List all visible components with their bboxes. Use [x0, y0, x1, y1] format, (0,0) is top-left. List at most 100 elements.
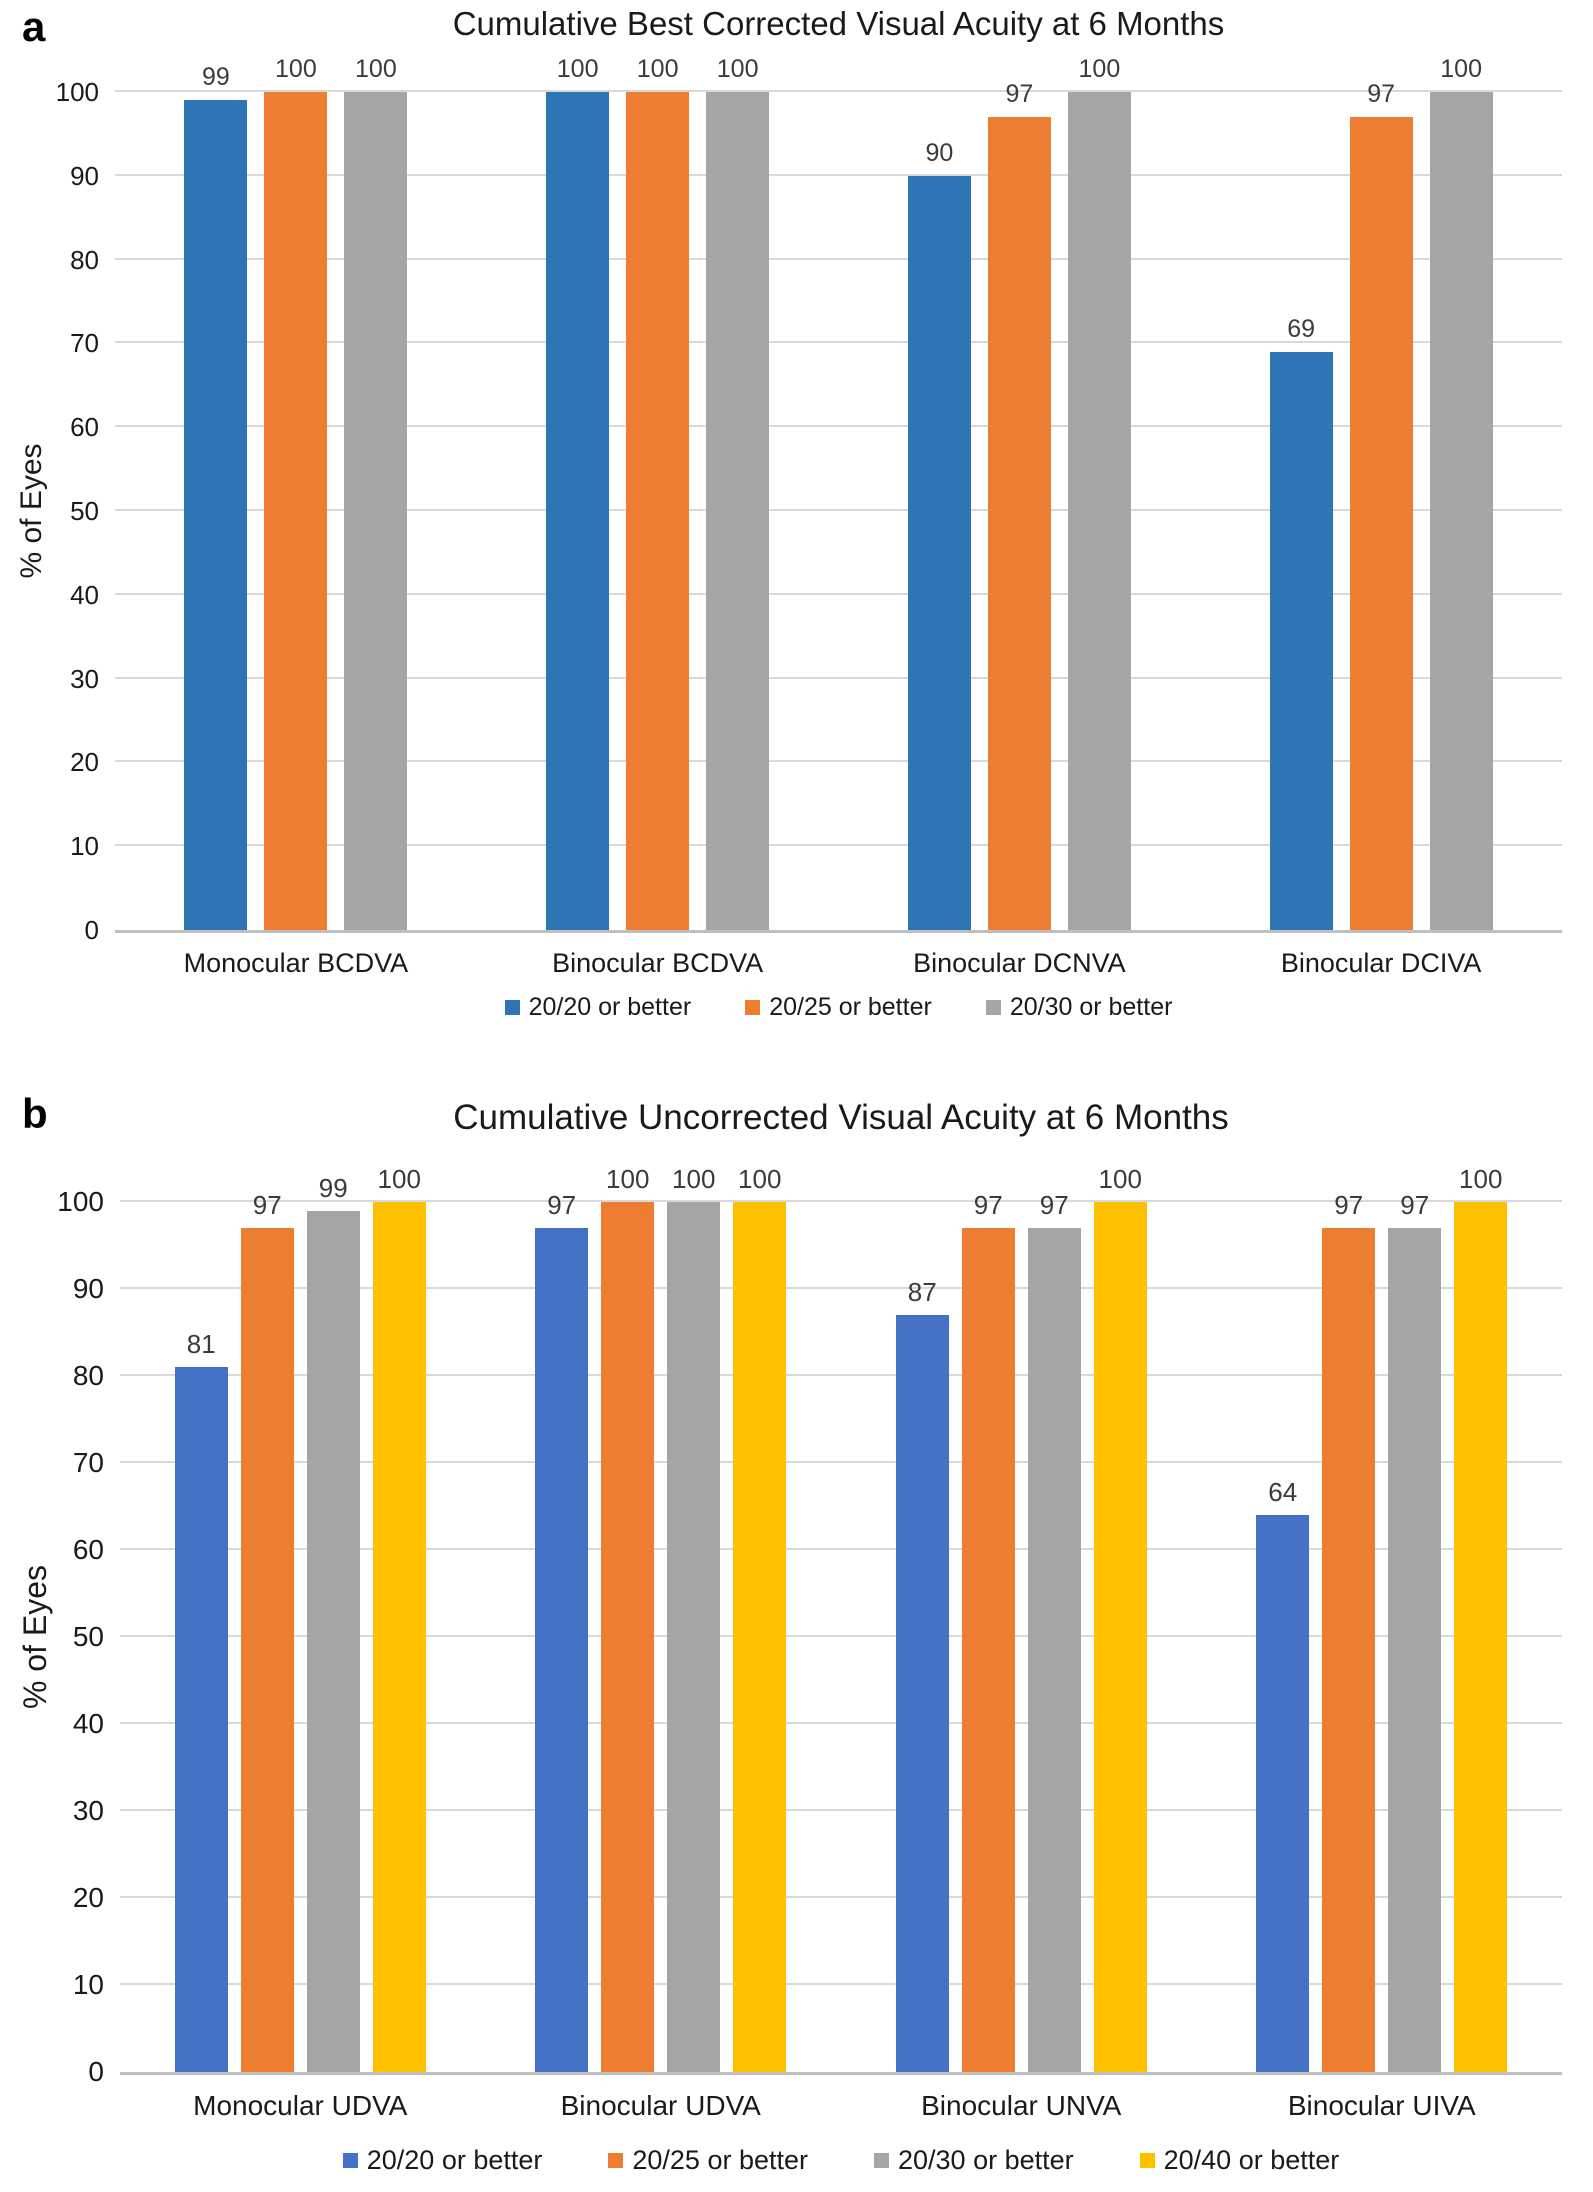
- legend-item: 20/30 or better: [985, 993, 1173, 1022]
- bar: [1429, 92, 1493, 930]
- gridline: [115, 257, 1562, 260]
- gridline: [115, 844, 1562, 847]
- y-tick-label: 50: [72, 1621, 104, 1652]
- bar: [895, 1315, 949, 2072]
- y-tick-label: 100: [55, 77, 99, 107]
- bar-value-label: 100: [606, 1164, 650, 1194]
- bar-value-label: 97: [1400, 1190, 1430, 1221]
- y-tick-label: 90: [70, 160, 99, 191]
- gridline: [115, 760, 1562, 763]
- y-tick-label: 80: [72, 1360, 104, 1391]
- bar-group: 81 97 99 100: [120, 1166, 481, 2072]
- y-tick-label: 10: [70, 831, 99, 862]
- panel-a-letter: a: [22, 3, 46, 50]
- bar-slot: 97: [1027, 1192, 1081, 2072]
- y-tick-label: 70: [72, 1447, 104, 1478]
- bar-slot: 64: [1256, 1202, 1310, 2072]
- legend-swatch: [745, 1000, 761, 1015]
- bar: [1349, 117, 1413, 930]
- gridline: [120, 1722, 1562, 1724]
- y-tick-label: 80: [70, 244, 99, 275]
- y-tick-label: 30: [72, 1795, 104, 1826]
- bar-value-label: 100: [556, 55, 599, 83]
- bar-slot: 97: [1388, 1192, 1442, 2072]
- y-tick-label: 40: [70, 579, 99, 610]
- bar: [961, 1228, 1015, 2072]
- gridline: [120, 1374, 1562, 1376]
- category-label: Binocular UNVA: [921, 2090, 1122, 2121]
- panel-a-title: Cumulative Best Corrected Visual Acuity …: [452, 5, 1225, 42]
- bar-slot: 100: [601, 1166, 655, 2072]
- y-tick-label: 30: [70, 663, 99, 694]
- bar: [546, 92, 610, 930]
- bar-slot: 97: [1322, 1192, 1376, 2072]
- legend-swatch: [504, 1000, 520, 1015]
- bar: [1388, 1228, 1442, 2072]
- y-tick-label: 0: [88, 2056, 104, 2087]
- panel-a-plot-area: % of Eyes 0 10 20 30 40 50 60 70 80 90 100 99 100 10…: [15, 57, 1562, 978]
- bar: [706, 92, 770, 930]
- bar-slot: 100: [626, 57, 690, 930]
- bar-group: 97 100 100 100: [481, 1166, 842, 2072]
- bar: [174, 1367, 228, 2072]
- bar-slot: 100: [546, 57, 610, 930]
- bar-slot: 100: [264, 57, 328, 930]
- bar: [667, 1202, 721, 2072]
- legend-swatch: [1139, 2153, 1155, 2168]
- y-tick-label: 100: [57, 1186, 104, 1217]
- bar: [907, 175, 971, 930]
- bar-value-label: 100: [377, 1164, 421, 1194]
- bar-value-label: 81: [186, 1329, 216, 1360]
- bar: [733, 1202, 787, 2072]
- bar: [1454, 1202, 1508, 2072]
- category-label: Monocular BCDVA: [183, 948, 409, 978]
- bar-value-label: 97: [1367, 80, 1396, 109]
- category-label: Binocular DCIVA: [1280, 948, 1482, 978]
- gridline: [115, 592, 1562, 595]
- bar-value-label: 97: [1334, 1190, 1364, 1221]
- category-label: Binocular UDVA: [560, 2090, 761, 2121]
- legend-label: 20/30 or better: [1009, 993, 1173, 1021]
- legend-item: 20/25 or better: [745, 993, 932, 1022]
- bar-slot: 100: [1067, 57, 1131, 930]
- bar-slot: 100: [733, 1166, 787, 2072]
- legend-item: 20/25 or better: [608, 2145, 808, 2176]
- legend-label: 20/40 or better: [1163, 2145, 1340, 2175]
- legend-swatch: [874, 2153, 889, 2168]
- bar: [306, 1210, 360, 2072]
- bar-value-label: 100: [1459, 1164, 1503, 1194]
- bar-slot: 97: [987, 82, 1051, 930]
- y-tick-label: 60: [70, 412, 99, 443]
- bar-group: 64 97 97 100: [1202, 1166, 1563, 2072]
- legend-swatch: [608, 2153, 624, 2168]
- bar-value-label: 87: [907, 1277, 937, 1308]
- bar: [372, 1202, 426, 2072]
- bar: [344, 92, 408, 930]
- gridline: [120, 1287, 1562, 1289]
- panel-a: a Cumulative Best Corrected Visual Acuit…: [0, 0, 1593, 1075]
- gridline: [115, 676, 1562, 679]
- bar: [987, 117, 1051, 930]
- bar-value-label: 100: [275, 55, 317, 83]
- legend-item: 20/40 or better: [1139, 2145, 1340, 2176]
- legend-label: 20/25 or better: [632, 2145, 808, 2175]
- bar-slot: 97: [961, 1192, 1015, 2072]
- bar-value-label: 69: [1287, 314, 1316, 343]
- bar: [1322, 1228, 1376, 2072]
- bar-value-label: 99: [318, 1172, 348, 1203]
- bar-group: 69 97 100: [1200, 57, 1562, 930]
- legend-label: 20/20 or better: [366, 2145, 543, 2175]
- bar-value-label: 100: [672, 1164, 716, 1194]
- legend-item: 20/30 or better: [874, 2145, 1074, 2176]
- bar-value-label: 100: [355, 55, 397, 83]
- panel-b-plot-area: % of Eyes 0 10 20 30 40 50 60 70 80 90 100 81 97 99 1…: [17, 1166, 1563, 2121]
- bar: [1067, 92, 1131, 930]
- y-tick-label: 20: [70, 747, 99, 778]
- bar-value-label: 97: [252, 1190, 282, 1221]
- bar: [240, 1228, 294, 2072]
- bar-slot: 100: [667, 1166, 721, 2072]
- bar-value-label: 100: [636, 55, 679, 83]
- bar: [1093, 1202, 1147, 2072]
- y-tick-label: 0: [84, 915, 99, 945]
- bar-slot: 100: [344, 57, 408, 930]
